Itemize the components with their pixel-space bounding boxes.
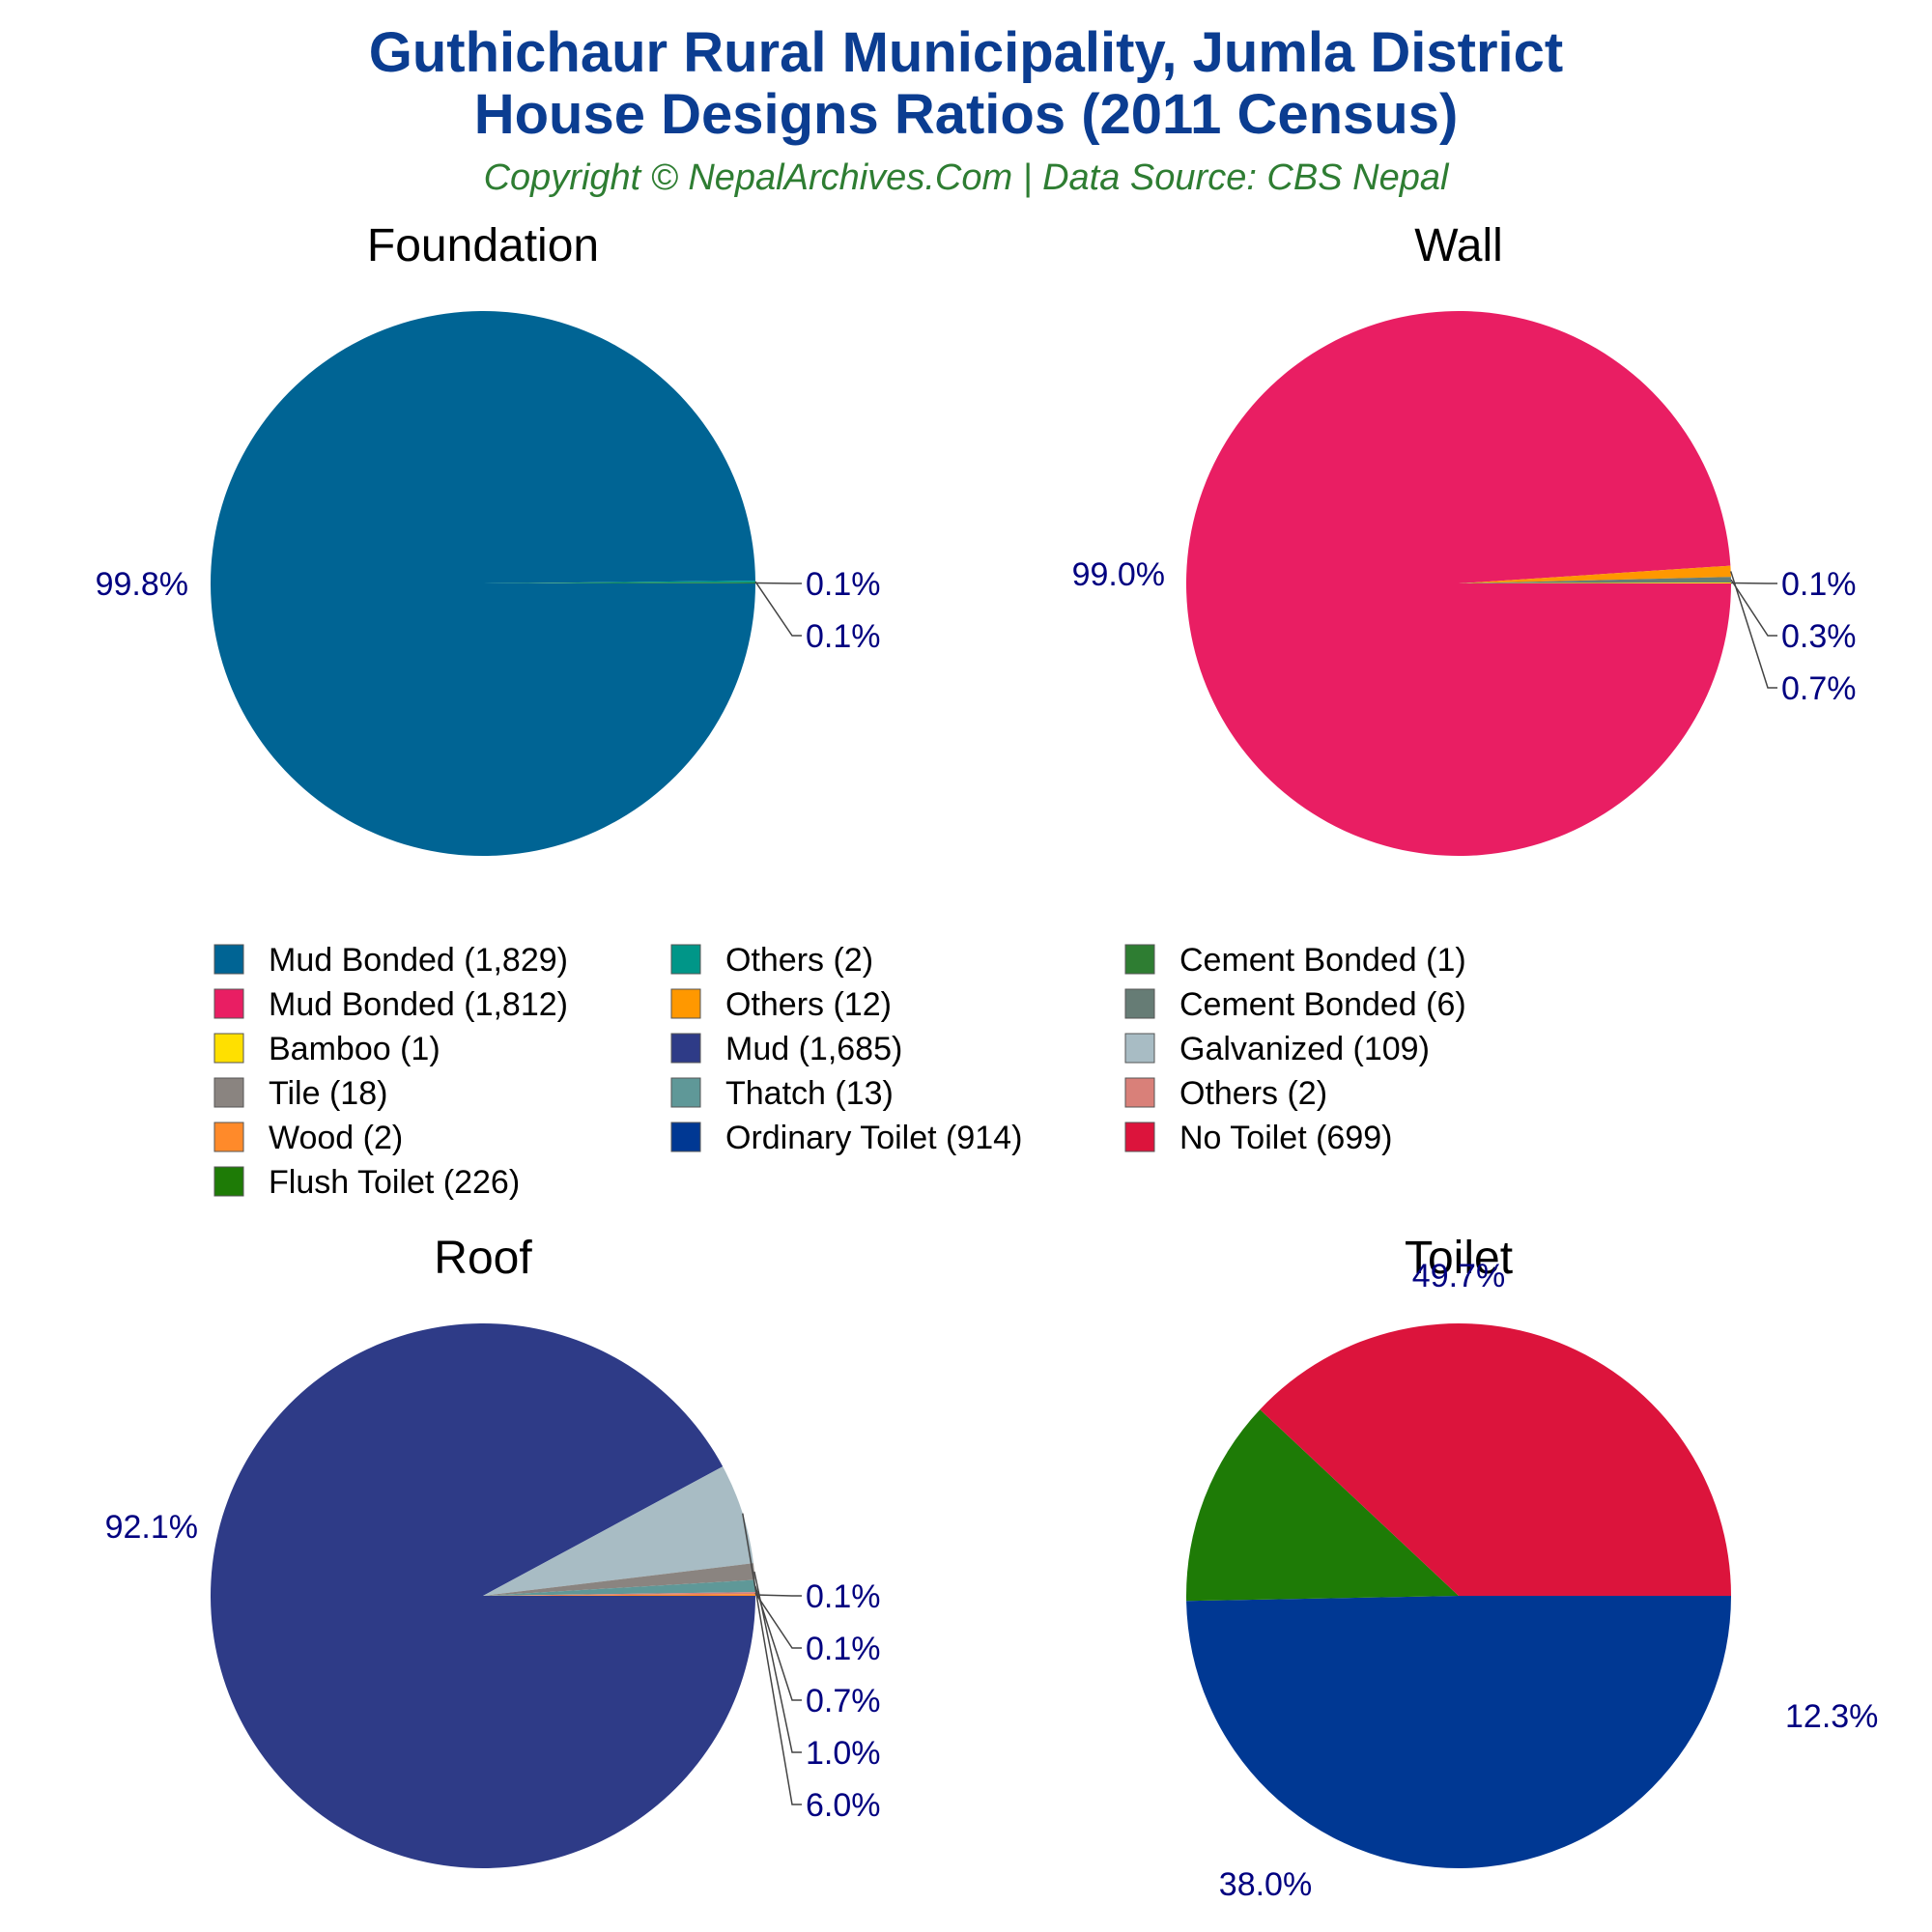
slice-wall-cement-bonded <box>1459 577 1731 583</box>
pct-label-foundation-others: 0.1% <box>806 618 881 655</box>
legend-label-no-toilet-699: No Toilet (699) <box>1179 1120 1393 1156</box>
pct-label-toilet-flush-toilet: 12.3% <box>1785 1698 1878 1735</box>
legend-label-others-2: Others (2) <box>725 942 873 979</box>
pct-label-foundation-cement-bonded: 0.1% <box>806 566 881 603</box>
slice-foundation-cement-bonded <box>483 582 755 583</box>
legend-label-thatch-13: Thatch (13) <box>725 1075 894 1112</box>
legend-label-others-12: Others (12) <box>725 986 892 1023</box>
legend-swatch-mud-bonded-1-829 <box>213 944 244 975</box>
slice-toilet-flush-toilet <box>1186 1409 1459 1602</box>
slice-roof-others <box>483 1592 755 1596</box>
slice-toilet-no-toilet <box>1260 1323 1731 1596</box>
legend-swatch-mud-1-685 <box>670 1033 701 1064</box>
legend-label-tile-18: Tile (18) <box>269 1075 387 1112</box>
leader-line-roof-thatch <box>754 1585 802 1701</box>
slice-roof-thatch <box>483 1579 755 1596</box>
pie-charts-group: Foundation 99.8% 0.1% 0.1% Wall 99.0% 0.1% 0.3%… <box>96 220 1879 1903</box>
legend-label-ordinary-toilet-914: Ordinary Toilet (914) <box>725 1120 1022 1156</box>
leader-line-roof-galvanized <box>742 1513 802 1805</box>
legend-swatch-galvanized-109 <box>1124 1033 1155 1064</box>
legend-swatch-others-12 <box>670 988 701 1019</box>
leader-line-wall-cement-bonded <box>1730 579 1777 637</box>
slice-roof-galvanized <box>483 1466 753 1596</box>
chart-title-line2: House Designs Ratios (2011 Census) <box>474 83 1459 146</box>
legend-swatch-tile-18 <box>213 1077 244 1108</box>
legend-label-cement-bonded-1: Cement Bonded (1) <box>1179 942 1466 979</box>
slice-foundation-others <box>483 581 755 583</box>
leader-line-roof-wood <box>754 1594 802 1597</box>
pct-label-wall-cement-bonded: 0.3% <box>1781 618 1857 655</box>
slice-roof-tile <box>483 1563 755 1596</box>
pct-label-roof-wood: 0.1% <box>806 1578 881 1615</box>
legend-label-flush-toilet-226: Flush Toilet (226) <box>269 1164 520 1201</box>
pct-label-roof-thatch: 0.7% <box>806 1683 881 1719</box>
slice-toilet-ordinary-toilet <box>1186 1596 1731 1868</box>
pct-label-roof-tile: 1.0% <box>806 1735 881 1772</box>
legend-swatch-others-2 <box>1124 1077 1155 1108</box>
legend-swatch-wood-2 <box>213 1122 244 1152</box>
pie-wall: Wall 99.0% 0.1% 0.3% 0.7% <box>1072 220 1857 856</box>
pct-label-toilet-no-toilet: 38.0% <box>1219 1866 1312 1903</box>
pct-label-wall-bamboo: 0.1% <box>1781 566 1857 603</box>
slice-wall-others <box>1459 565 1731 583</box>
legend-swatch-mud-bonded-1-812 <box>213 988 244 1019</box>
legend-swatch-no-toilet-699 <box>1124 1122 1155 1152</box>
chart-subtitle: Copyright © NepalArchives.Com | Data Sou… <box>484 157 1450 198</box>
chart-title-line1: Guthichaur Rural Municipality, Jumla Dis… <box>369 21 1563 84</box>
legend-swatch-cement-bonded-6 <box>1124 988 1155 1019</box>
leader-line-roof-others <box>754 1592 802 1649</box>
legend-swatch-others-2 <box>670 944 701 975</box>
legend-swatch-ordinary-toilet-914 <box>670 1122 701 1152</box>
pct-label-roof-others: 0.1% <box>806 1631 881 1667</box>
legend-label-mud-bonded-1-829: Mud Bonded (1,829) <box>269 942 568 979</box>
leader-line-foundation-others <box>754 581 802 637</box>
leader-line-roof-tile <box>753 1571 802 1753</box>
legend-swatch-flush-toilet-226 <box>213 1166 244 1197</box>
legend-swatch-thatch-13 <box>670 1077 701 1108</box>
legend-swatch-cement-bonded-1 <box>1124 944 1155 975</box>
pct-label-foundation-mud-bonded: 99.8% <box>96 566 188 603</box>
legend-label-galvanized-109: Galvanized (109) <box>1179 1031 1430 1067</box>
legend: Mud Bonded (1,829) Mud Bonded (1,812) Bamb… <box>213 942 1466 1201</box>
pct-label-wall-others: 0.7% <box>1781 670 1857 707</box>
leader-line-wall-others <box>1730 571 1777 689</box>
pie-foundation: Foundation 99.8% 0.1% 0.1% <box>96 220 881 857</box>
legend-label-mud-1-685: Mud (1,685) <box>725 1031 902 1067</box>
pct-label-roof-galvanized: 6.0% <box>806 1787 881 1824</box>
pie-title-wall: Wall <box>1414 220 1503 271</box>
legend-swatch-bamboo-1 <box>213 1033 244 1064</box>
slice-wall-bamboo <box>1459 582 1731 583</box>
slice-roof-wood <box>483 1594 755 1596</box>
legend-label-mud-bonded-1-812: Mud Bonded (1,812) <box>269 986 568 1023</box>
legend-label-others-2: Others (2) <box>1179 1075 1327 1112</box>
pct-label-roof-mud: 92.1% <box>105 1509 198 1546</box>
legend-label-wood-2: Wood (2) <box>269 1120 403 1156</box>
pie-title-foundation: Foundation <box>367 220 599 271</box>
legend-label-cement-bonded-6: Cement Bonded (6) <box>1179 986 1466 1023</box>
slice-wall-mud-bonded <box>1185 310 1731 856</box>
pie-roof: Roof 92.1% 0.1% 0.1% 0.7% 1.0% 6.0% <box>105 1233 881 1868</box>
legend-label-bamboo-1: Bamboo (1) <box>269 1031 440 1067</box>
pct-label-wall-mud-bonded: 99.0% <box>1072 556 1165 593</box>
pie-title-roof: Roof <box>434 1233 532 1284</box>
pct-label-toilet-ordinary-toilet: 49.7% <box>1412 1258 1505 1294</box>
slice-foundation-mud-bonded <box>211 311 756 857</box>
pie-title-toilet: Toilet <box>1405 1233 1513 1284</box>
